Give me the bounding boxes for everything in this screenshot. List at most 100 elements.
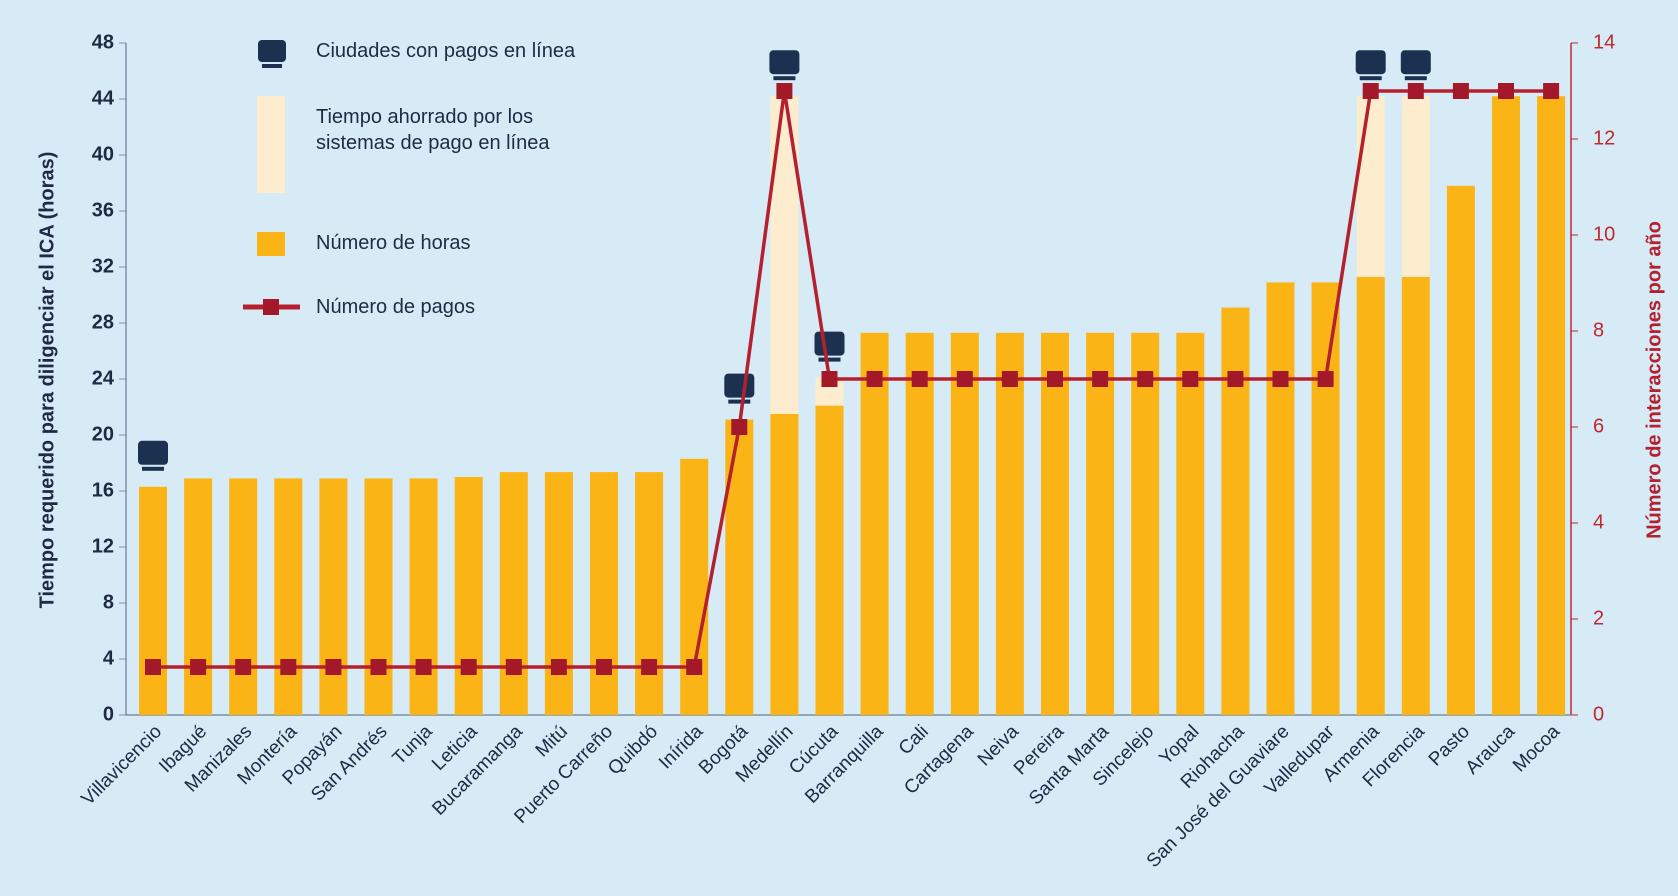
- bar: [454, 477, 483, 715]
- online-icon-stand: [1404, 76, 1427, 81]
- bar: [1266, 282, 1295, 715]
- online-icon: [1400, 50, 1431, 81]
- saved-bar: [1401, 96, 1430, 277]
- y-tick-label: 36: [92, 199, 114, 221]
- y-tick-label: 12: [92, 535, 114, 557]
- online-icon-screen: [814, 331, 845, 356]
- online-icon: [814, 331, 845, 362]
- legend-hours: Número de horas: [316, 232, 471, 254]
- y2-tick-label: 10: [1593, 223, 1615, 245]
- y-tick-label: 24: [92, 367, 115, 389]
- x-tick-label: Mitú: [532, 721, 572, 761]
- payments-marker: [956, 371, 973, 387]
- payments-marker: [641, 659, 658, 675]
- bar: [590, 472, 618, 715]
- bar: [229, 478, 258, 715]
- bar: [1401, 276, 1430, 715]
- payments-marker: [1317, 371, 1334, 387]
- payments-marker: [370, 659, 387, 675]
- bar: [1311, 282, 1340, 715]
- payments-marker: [731, 419, 748, 435]
- bar: [319, 478, 348, 715]
- payments-marker: [1001, 371, 1018, 387]
- bar: [409, 478, 438, 715]
- y2-tick-label: 14: [1593, 31, 1615, 53]
- bar: [184, 478, 213, 715]
- online-icon: [769, 50, 800, 81]
- y2-tick-label: 2: [1593, 607, 1604, 629]
- online-icon-stand: [1359, 76, 1382, 81]
- online-icon: [138, 440, 168, 471]
- online-icon-screen: [1400, 50, 1431, 75]
- online-icon-screen: [1355, 50, 1386, 75]
- payments-marker: [1407, 83, 1424, 99]
- y-tick-label: 0: [103, 703, 114, 725]
- payments-marker: [1227, 371, 1244, 387]
- legend-saved: Tiempo ahorrado por los sistemas de pago…: [316, 106, 550, 154]
- payments-marker: [866, 371, 883, 387]
- online-icon-screen: [769, 50, 800, 75]
- payments-marker: [1362, 83, 1379, 99]
- bar: [364, 478, 393, 715]
- payments-marker: [596, 659, 612, 675]
- payments-marker: [686, 659, 703, 675]
- online-icon-screen: [724, 373, 755, 398]
- bar: [905, 332, 934, 715]
- online-icon-screen: [138, 440, 168, 465]
- payments-marker: [1047, 371, 1063, 387]
- bar: [815, 405, 844, 715]
- bar: [635, 472, 664, 715]
- x-tick-label: Cali: [895, 721, 933, 759]
- online-icon: [724, 373, 755, 404]
- payments-marker: [235, 659, 252, 675]
- bar: [995, 332, 1024, 715]
- legend-payments: Número de pagos: [316, 296, 475, 318]
- bar: [1537, 96, 1566, 715]
- payments-marker: [415, 659, 432, 675]
- payments-marker: [550, 659, 567, 675]
- y2-tick-label: 12: [1593, 127, 1615, 149]
- saved-bar: [1356, 96, 1385, 277]
- bar: [1221, 307, 1250, 715]
- y2-tick-label: 6: [1593, 415, 1604, 437]
- payments-marker: [911, 371, 928, 387]
- y-tick-label: 32: [92, 255, 114, 277]
- bar: [1086, 332, 1115, 715]
- bar: [1356, 276, 1385, 715]
- y-tick-label: 8: [103, 591, 114, 613]
- payments-marker: [1543, 83, 1560, 99]
- bar: [1131, 332, 1160, 715]
- payments-marker: [1452, 83, 1469, 99]
- bar: [1176, 332, 1205, 715]
- payments-marker: [505, 659, 522, 675]
- y-tick-label: 48: [92, 31, 114, 53]
- y-axis-label: Tiempo requerido para diligenciar el ICA…: [36, 152, 58, 609]
- bar: [1492, 96, 1520, 715]
- payments-line: [153, 89, 1552, 669]
- x-tick-label: Arauca: [1462, 721, 1520, 779]
- payments-marker: [1092, 371, 1109, 387]
- bar: [770, 414, 799, 715]
- y2-tick-label: 8: [1593, 319, 1604, 341]
- bar: [274, 478, 303, 715]
- bar: [725, 419, 754, 715]
- y-tick-label: 40: [92, 143, 114, 165]
- y2-axis-label: Número de interacciones por año: [1643, 221, 1665, 539]
- y-tick-label: 20: [92, 423, 114, 445]
- y2-tick-label: 0: [1593, 703, 1604, 725]
- bar: [680, 458, 709, 715]
- bar: [950, 332, 979, 715]
- bar: [139, 486, 167, 715]
- legend-online: Ciudades con pagos en línea: [316, 40, 576, 62]
- x-tick-label: Villavicencio: [78, 721, 167, 810]
- online-icon-stand: [818, 357, 841, 362]
- payments-marker: [325, 659, 342, 675]
- payments-marker: [1272, 371, 1289, 387]
- y-tick-label: 4: [103, 647, 115, 669]
- online-icon-stand: [142, 466, 164, 471]
- bar: [860, 332, 889, 715]
- online-icon-stand: [728, 399, 751, 404]
- online-icon-stand: [773, 76, 796, 81]
